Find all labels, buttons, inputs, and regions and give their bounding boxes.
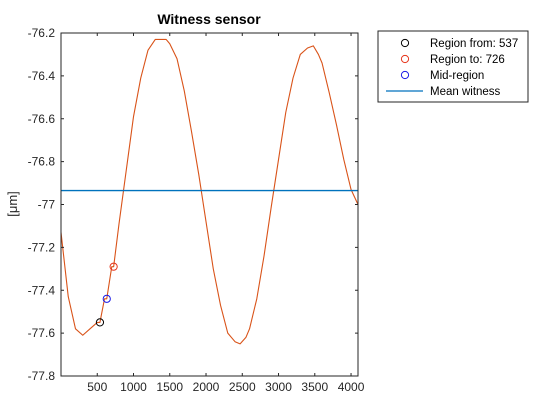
plot-area <box>60 32 359 377</box>
legend: Region from: 537 Region to: 726 Mid-region… <box>377 30 529 103</box>
x-tick-label: 1500 <box>156 380 183 394</box>
legend-mid-region-swatch <box>400 70 410 80</box>
x-tick-label: 2000 <box>193 380 220 394</box>
x-tick-label: 500 <box>87 380 107 394</box>
region-from-537-marker <box>95 318 105 327</box>
y-tick-label: -76.2 <box>28 26 56 40</box>
x-tick-label: 2500 <box>229 380 256 394</box>
y-tick-label: -77 <box>38 198 56 212</box>
legend-region-from-537-label: Region from: 537 <box>430 38 518 50</box>
legend-items: Region from: 537 Region to: 726 Mid-region… <box>386 38 518 98</box>
y-tick-label: -76.8 <box>28 155 56 169</box>
plot-background <box>61 33 358 376</box>
x-tick-label: 1000 <box>120 380 147 394</box>
y-tick-label: -77.8 <box>28 369 56 383</box>
y-tick-label: -77.2 <box>28 240 56 254</box>
x-tick-label: 3000 <box>265 380 292 394</box>
region-to-726-marker <box>109 262 118 271</box>
y-tick-label: -77.4 <box>28 283 56 297</box>
y-tick-label: -76.6 <box>28 112 56 126</box>
legend-region-to-726-label: Region to: 726 <box>430 54 505 66</box>
mid-region-marker <box>102 294 111 303</box>
legend-mid-region-label: Mid-region <box>430 70 484 82</box>
legend-box <box>377 30 529 103</box>
y-tick-label: -77.6 <box>28 326 56 340</box>
x-axis: 500 1000 1500 2000 2500 3000 3500 4000 <box>87 33 365 394</box>
chart-title: Witness sensor <box>157 11 261 27</box>
y-tick-label: -76.4 <box>28 69 56 83</box>
legend-region-from-537-swatch <box>400 38 410 48</box>
x-tick-label: 4000 <box>338 380 365 394</box>
legend-region-to-726-swatch <box>400 54 410 64</box>
marker-layer <box>95 262 118 327</box>
x-tick-label: 3500 <box>301 380 328 394</box>
legend-mean-witness-label: Mean witness <box>430 86 501 98</box>
y-axis-label: [μm] <box>5 191 20 217</box>
witness-signal-series-line <box>60 38 359 345</box>
series-layer <box>60 38 359 345</box>
y-axis: -76.2 -76.4 -76.6 -76.8 -77 -77.2 -77.4 -77.6 -7… <box>28 26 358 383</box>
